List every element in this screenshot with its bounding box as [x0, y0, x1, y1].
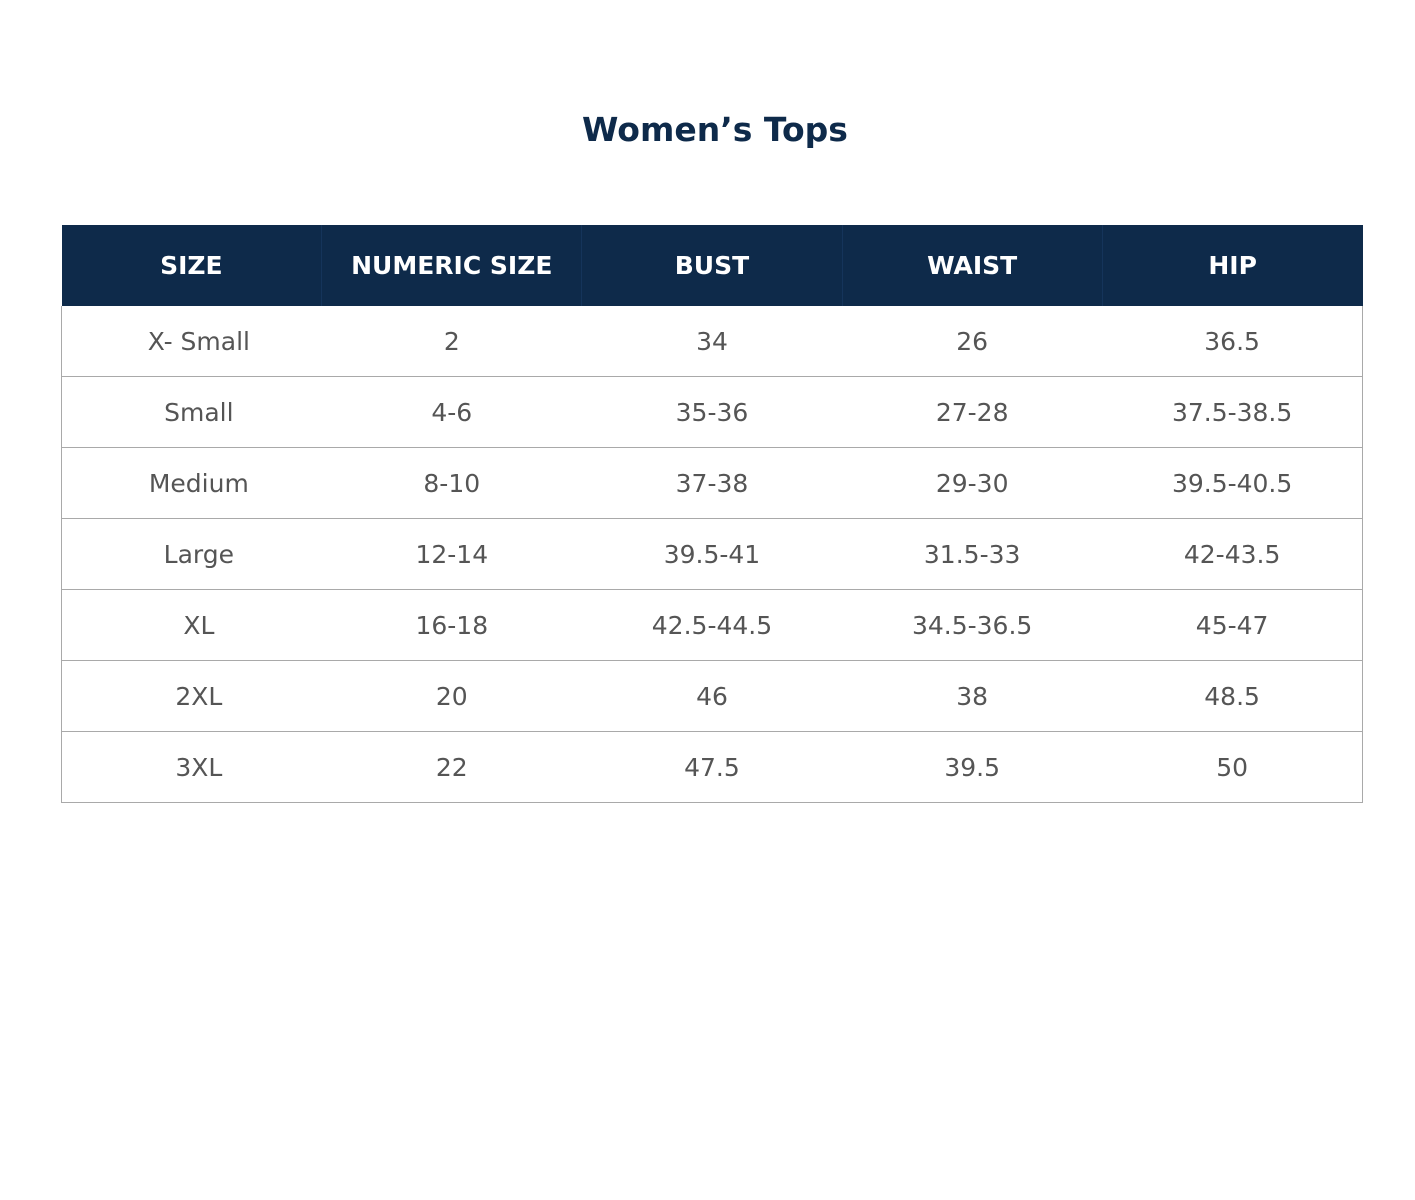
cell-waist: 29-30 [842, 447, 1103, 519]
cell-size: 2XL [60, 660, 322, 732]
table-row: 3XL 22 47.5 39.5 50 [60, 731, 1364, 803]
cell-numeric-size: 22 [321, 731, 582, 803]
table-row: XL 16-18 42.5-44.5 34.5-36.5 45-47 [60, 589, 1364, 661]
header-size: SIZE [61, 225, 322, 306]
cell-hip: 37.5-38.5 [1102, 376, 1364, 448]
cell-bust: 35-36 [581, 376, 843, 448]
cell-size: XL [60, 589, 322, 661]
table-row: Small 4-6 35-36 27-28 37.5-38.5 [60, 376, 1364, 448]
cell-size: Small [60, 376, 322, 448]
page-title: Women’s Tops [582, 110, 848, 149]
cell-numeric-size: 4-6 [321, 376, 582, 448]
cell-waist: 39.5 [842, 731, 1103, 803]
cell-size: Medium [60, 447, 322, 519]
header-bust: BUST [581, 225, 843, 306]
table-row: Large 12-14 39.5-41 31.5-33 42-43.5 [60, 518, 1364, 590]
cell-hip: 50 [1102, 731, 1364, 803]
cell-hip: 36.5 [1102, 306, 1364, 377]
cell-waist: 27-28 [842, 376, 1103, 448]
header-numeric-size: NUMERIC SIZE [321, 225, 582, 306]
cell-waist: 38 [842, 660, 1103, 732]
cell-bust: 47.5 [581, 731, 843, 803]
cell-hip: 39.5-40.5 [1102, 447, 1364, 519]
cell-size: X- Small [60, 306, 322, 377]
cell-numeric-size: 16-18 [321, 589, 582, 661]
cell-hip: 45-47 [1102, 589, 1364, 661]
cell-hip: 42-43.5 [1102, 518, 1364, 590]
cell-bust: 42.5-44.5 [581, 589, 843, 661]
header-waist: WAIST [841, 225, 1103, 306]
cell-numeric-size: 8-10 [321, 447, 582, 519]
cell-bust: 39.5-41 [581, 518, 843, 590]
cell-hip: 48.5 [1102, 660, 1364, 732]
table-row: Medium 8-10 37-38 29-30 39.5-40.5 [60, 447, 1364, 519]
table-header-row: SIZE NUMERIC SIZE BUST WAIST HIP [61, 225, 1363, 306]
cell-bust: 34 [581, 306, 843, 377]
cell-size: Large [60, 518, 322, 590]
cell-numeric-size: 12-14 [321, 518, 582, 590]
cell-bust: 46 [581, 660, 843, 732]
table-row: 2XL 20 46 38 48.5 [60, 660, 1364, 732]
size-chart-table: SIZE NUMERIC SIZE BUST WAIST HIP X- Smal… [60, 225, 1364, 803]
cell-waist: 26 [842, 306, 1103, 377]
cell-waist: 31.5-33 [842, 518, 1103, 590]
cell-size: 3XL [60, 731, 322, 803]
cell-numeric-size: 20 [321, 660, 582, 732]
cell-waist: 34.5-36.5 [842, 589, 1103, 661]
table-row: X- Small 2 34 26 36.5 [60, 306, 1364, 377]
cell-bust: 37-38 [581, 447, 843, 519]
header-hip: HIP [1101, 225, 1363, 306]
cell-numeric-size: 2 [321, 306, 582, 377]
